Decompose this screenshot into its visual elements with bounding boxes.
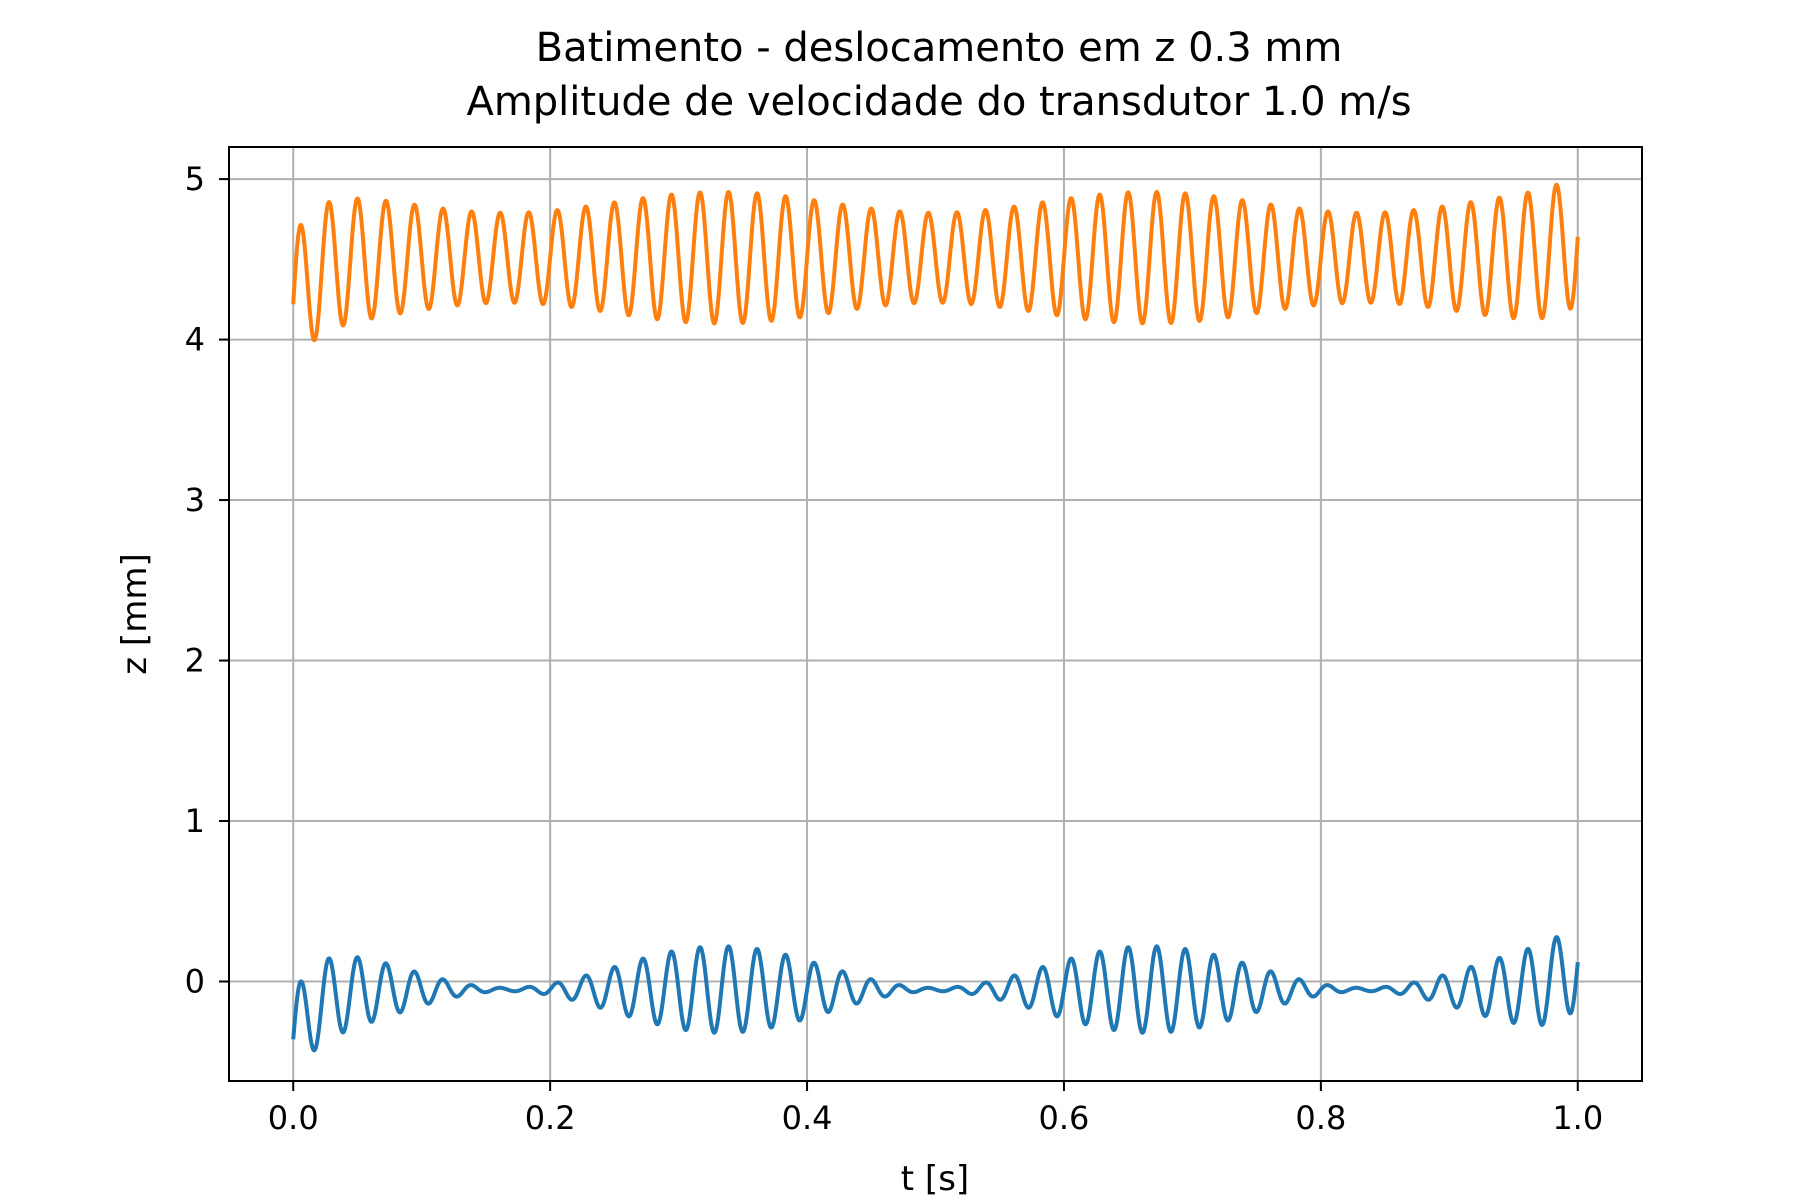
y-tick-label: 4 — [185, 321, 205, 359]
y-tick-label: 1 — [185, 802, 205, 840]
y-tick-label: 0 — [185, 963, 205, 1001]
chart-title-line-2: Amplitude de velocidade do transdutor 1.… — [466, 79, 1411, 125]
grid — [229, 147, 1642, 1081]
x-tick-label: 0.6 — [1039, 1099, 1090, 1137]
chart-title-line-1: Batimento - deslocamento em z 0.3 mm — [536, 25, 1343, 71]
x-tick-label: 0.8 — [1295, 1099, 1346, 1137]
series-group — [291, 182, 1580, 1053]
x-axis-label: t [s] — [901, 1159, 969, 1199]
series-line-1 — [291, 935, 1580, 1053]
ticks — [219, 178, 1579, 1091]
x-tick-label: 0.4 — [782, 1099, 833, 1137]
series-line-2 — [291, 182, 1580, 343]
y-tick-label: 2 — [185, 642, 205, 680]
y-tick-label: 3 — [185, 481, 205, 519]
x-tick-label: 0.2 — [525, 1099, 576, 1137]
x-tick-label: 0.0 — [268, 1099, 319, 1137]
tick-labels: 0.0 0.2 0.4 0.6 0.8 1.0 0 1 2 3 4 5 — [185, 160, 1604, 1137]
y-axis-label: z [mm] — [115, 553, 155, 674]
plot-area-frame — [228, 146, 1643, 1082]
x-tick-label: 1.0 — [1552, 1099, 1603, 1137]
y-tick-label: 5 — [185, 160, 205, 198]
